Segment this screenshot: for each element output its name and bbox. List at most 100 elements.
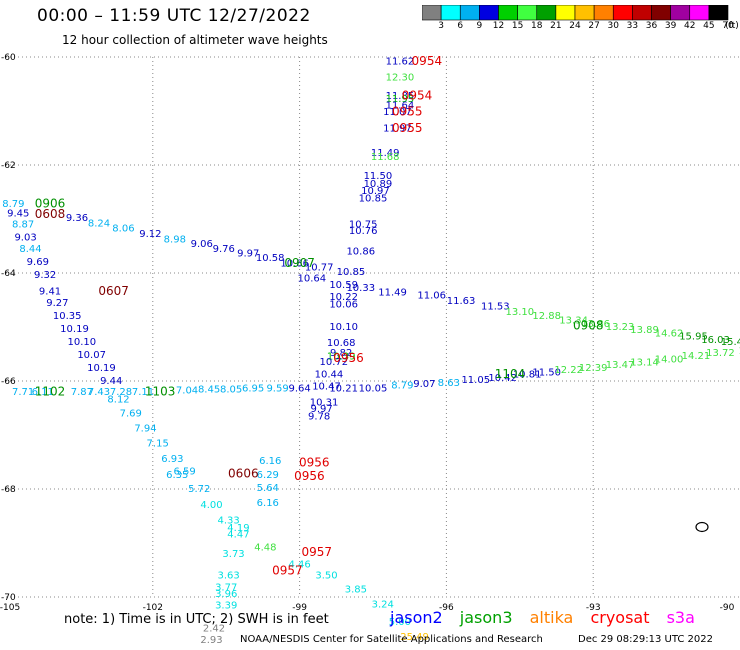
wave-height-label: 9.82 [330, 348, 352, 359]
wave-height-label: 11.50 [532, 367, 561, 378]
wave-height-label: 4.48 [254, 542, 276, 553]
wave-height-label: 11.53 [481, 301, 510, 312]
wave-height-label: 13.23 [606, 322, 635, 333]
colorbar-tick: 36 [645, 21, 658, 31]
wave-height-label: 4.19 [227, 523, 249, 534]
legend-altika: altika [529, 608, 574, 627]
wave-height-label: 9.41 [39, 286, 61, 297]
wave-height-label: 11.07 [383, 107, 412, 118]
pass-time-label: 0957 [272, 564, 303, 578]
wave-height-label: 4.00 [200, 500, 222, 511]
wave-height-label: 6.29 [257, 470, 279, 481]
lon-label: -99 [292, 603, 307, 613]
wave-height-label: 9.03 [14, 232, 36, 243]
wave-height-label: 8.06 [112, 224, 134, 235]
colorbar-tick: 3 [438, 21, 444, 31]
wave-height-label: 10.10 [329, 322, 358, 333]
wave-height-label: 10.35 [53, 311, 82, 322]
wave-height-label: 6.93 [161, 454, 183, 465]
wave-height-label: 13.72 [706, 348, 735, 359]
colorbar-tick: 30 [607, 21, 619, 31]
pass-time-label: 0607 [98, 284, 129, 298]
wave-height-label: 4.46 [288, 560, 310, 571]
pass-time-label: 1103 [145, 384, 176, 398]
wave-height-label: 8.45 [198, 385, 220, 396]
wave-height-label: 3.24 [372, 600, 394, 611]
wave-height-label: 10.72 [320, 357, 349, 368]
pass-time-label: 0608 [35, 207, 66, 221]
wave-height-label: 8.79 [2, 199, 24, 210]
wave-height-label: 10.59 [329, 280, 358, 291]
wave-height-label: 10.39 [327, 352, 356, 363]
wave-height-label: 13.10 [505, 307, 534, 318]
wave-height-label: 6.16 [259, 456, 281, 467]
wave-height-label: 10.75 [349, 219, 378, 230]
wave-height-label: 10.44 [315, 370, 344, 381]
wave-height-label: 10.05 [359, 384, 388, 395]
pass-time-label: 0956 [299, 456, 330, 470]
wave-height-label: 10.81 [513, 370, 542, 381]
island-outline [695, 521, 709, 533]
wave-height-label: 3.39 [215, 601, 237, 612]
legend-s3a: s3a [666, 608, 695, 627]
colorbar-tick: 27 [588, 21, 600, 31]
wave-height-label: 9.64 [288, 384, 310, 395]
wave-height-label: 14.00 [655, 354, 684, 365]
wave-height-label: 6.59 [173, 467, 195, 478]
wave-height-label: 3.73 [222, 549, 244, 560]
wave-height-label: 13.14 [630, 358, 659, 369]
wave-height-label: 12.39 [579, 363, 608, 374]
wave-height-label: 10.47 [312, 381, 341, 392]
wave-height-label: 11.62 [386, 56, 415, 67]
wave-height-label: 11.06 [417, 291, 446, 302]
lon-label: -90 [720, 603, 735, 613]
wave-height-label: 3.77 [215, 582, 237, 593]
wave-height-label: 2.42 [203, 623, 225, 634]
wave-height-label: 11.97 [383, 123, 412, 134]
wave-height-label: 9.07 [413, 379, 435, 390]
pass-time-label: 0956 [294, 469, 325, 483]
wave-height-label: 13.34 [559, 316, 588, 327]
wave-height-label: 3.85 [345, 584, 367, 595]
wave-height-label: 11.95 [386, 94, 415, 105]
wave-height-label: 7.11 [132, 387, 154, 398]
wave-height-label: 10.19 [87, 363, 116, 374]
wave-height-label: 11.50 [364, 171, 393, 182]
satellite-legend: jason2 jason3 altika cryosat s3a [390, 608, 707, 627]
colorbar-tick: 6 [457, 21, 464, 31]
wave-height-label: 10.97 [361, 186, 390, 197]
wave-height-label: 3.50 [315, 570, 337, 581]
lat-label: -64 [1, 269, 16, 279]
wave-height-label: 10.21 [329, 384, 358, 395]
wave-height-label: 8.63 [438, 378, 460, 389]
wave-height-label: 11.64 [386, 101, 415, 112]
colorbar-tick: 12 [492, 21, 505, 31]
wave-height-label: 11.85 [386, 91, 415, 102]
lat-label: -62 [1, 161, 16, 171]
colorbar-tick: 18 [531, 21, 543, 31]
wave-height-label: 5.64 [257, 483, 279, 494]
pass-time-label: 0954 [402, 88, 433, 102]
wave-height-label: 15.95 [679, 332, 708, 343]
legend-jason3: jason3 [459, 608, 513, 627]
wave-height-label: 7.15 [147, 439, 169, 450]
wave-height-label: 8.24 [88, 218, 110, 229]
lat-label: -66 [1, 377, 16, 387]
colorbar-tick: 42 [684, 21, 696, 31]
colorbar-tick: 15 [511, 21, 524, 31]
colorbar-unit: (ft) [725, 21, 739, 31]
colorbar-tick: 21 [550, 21, 562, 31]
pass-time-label: 0955 [392, 121, 423, 135]
pass-time-label: 0955 [392, 105, 423, 119]
wave-height-label: 12.88 [532, 311, 561, 322]
wave-height-label: 5.00 [389, 617, 411, 628]
wave-height-label: 6.95 [242, 384, 264, 395]
wave-height-label: 10.31 [310, 398, 339, 409]
footer-organization: NOAA/NESDIS Center for Satellite Applica… [240, 634, 543, 645]
wave-height-label: 10.86 [280, 258, 309, 269]
wave-height-label: 9.12 [139, 229, 161, 240]
lon-label: -96 [439, 603, 454, 613]
pass-time-label: 0956 [333, 351, 364, 365]
lon-label: -93 [586, 603, 601, 613]
colorbar-swatch [708, 5, 729, 21]
